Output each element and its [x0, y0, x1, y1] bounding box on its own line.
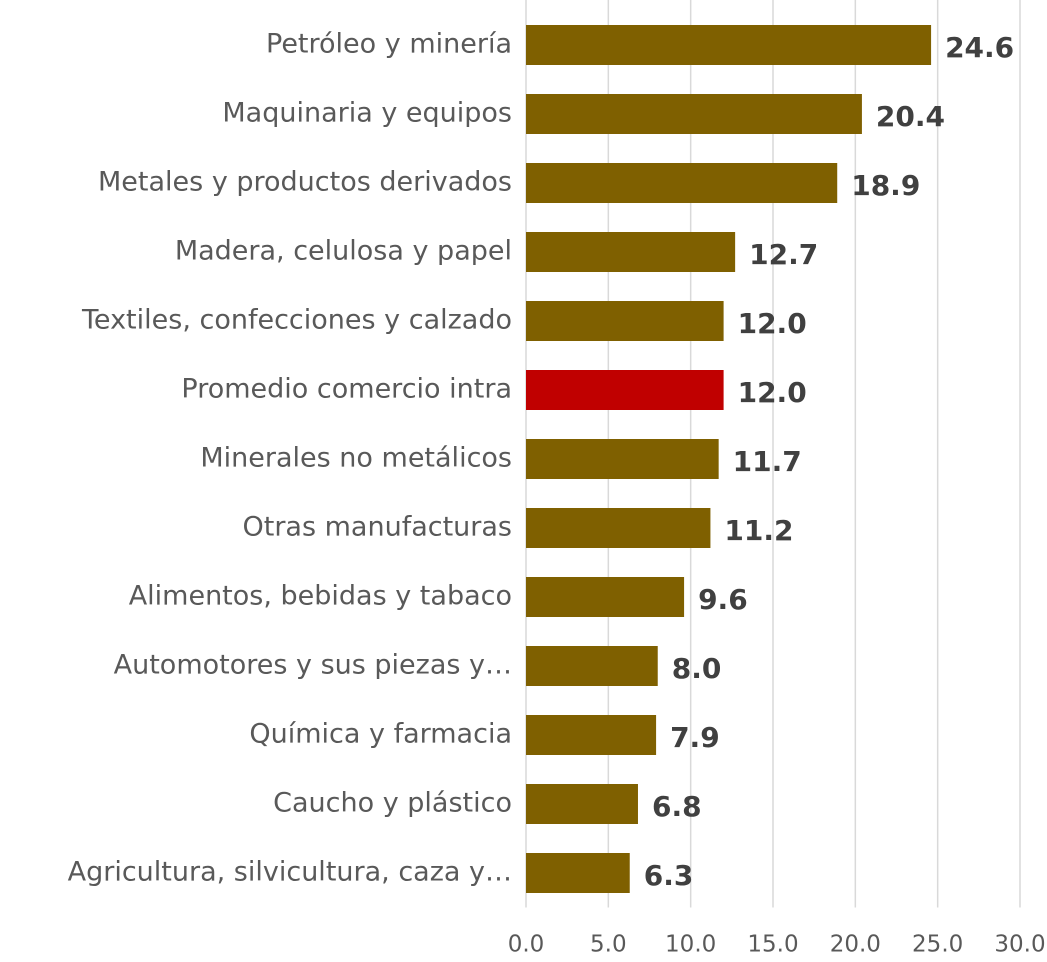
x-tick-label: 5.0: [590, 932, 627, 958]
bar: [526, 163, 838, 203]
bar: [526, 784, 638, 824]
bar: [526, 853, 630, 893]
y-tick-label: Promedio comercio intra: [181, 374, 512, 405]
data-label: 8.0: [672, 652, 722, 685]
data-label: 7.9: [670, 721, 720, 754]
x-tick-label: 15.0: [747, 932, 798, 958]
data-label: 20.4: [876, 100, 945, 133]
bar: [526, 715, 657, 755]
y-tick-label: Minerales no metálicos: [200, 443, 512, 474]
data-label: 18.9: [851, 169, 920, 202]
data-label: 9.6: [698, 583, 748, 616]
bar: [526, 370, 724, 410]
x-tick-label: 0.0: [508, 932, 545, 958]
data-label: 12.0: [738, 376, 807, 409]
bar: [526, 508, 711, 548]
bar: [526, 646, 658, 686]
bar: [526, 301, 724, 341]
data-label: 11.2: [724, 514, 793, 547]
y-tick-label: Automotores y sus piezas y…: [114, 650, 512, 681]
y-tick-label: Maquinaria y equipos: [222, 98, 512, 129]
y-tick-label: Petróleo y minería: [266, 29, 512, 60]
bar: [526, 439, 719, 479]
y-tick-label: Química y farmacia: [249, 719, 512, 750]
bar: [526, 577, 685, 617]
x-tick-label: 25.0: [912, 932, 963, 958]
data-label: 24.6: [945, 31, 1014, 64]
data-label: 11.7: [733, 445, 802, 478]
x-tick-label: 10.0: [665, 932, 716, 958]
y-tick-label: Metales y productos derivados: [98, 167, 512, 198]
bar: [526, 94, 862, 134]
x-tick-label: 30.0: [994, 932, 1045, 958]
y-tick-label: Otras manufacturas: [242, 512, 512, 543]
x-tick-label: 20.0: [830, 932, 881, 958]
y-tick-label: Alimentos, bebidas y tabaco: [129, 581, 512, 612]
y-tick-label: Madera, celulosa y papel: [175, 236, 512, 267]
y-tick-label: Caucho y plástico: [273, 788, 512, 819]
y-tick-label: Agricultura, silvicultura, caza y…: [68, 857, 512, 888]
bar: [526, 25, 932, 65]
data-label: 12.7: [749, 238, 818, 271]
bar: [526, 232, 736, 272]
y-tick-label: Textiles, confecciones y calzado: [81, 305, 512, 336]
data-label: 6.8: [652, 790, 702, 823]
data-label: 6.3: [644, 859, 694, 892]
data-label: 12.0: [738, 307, 807, 340]
